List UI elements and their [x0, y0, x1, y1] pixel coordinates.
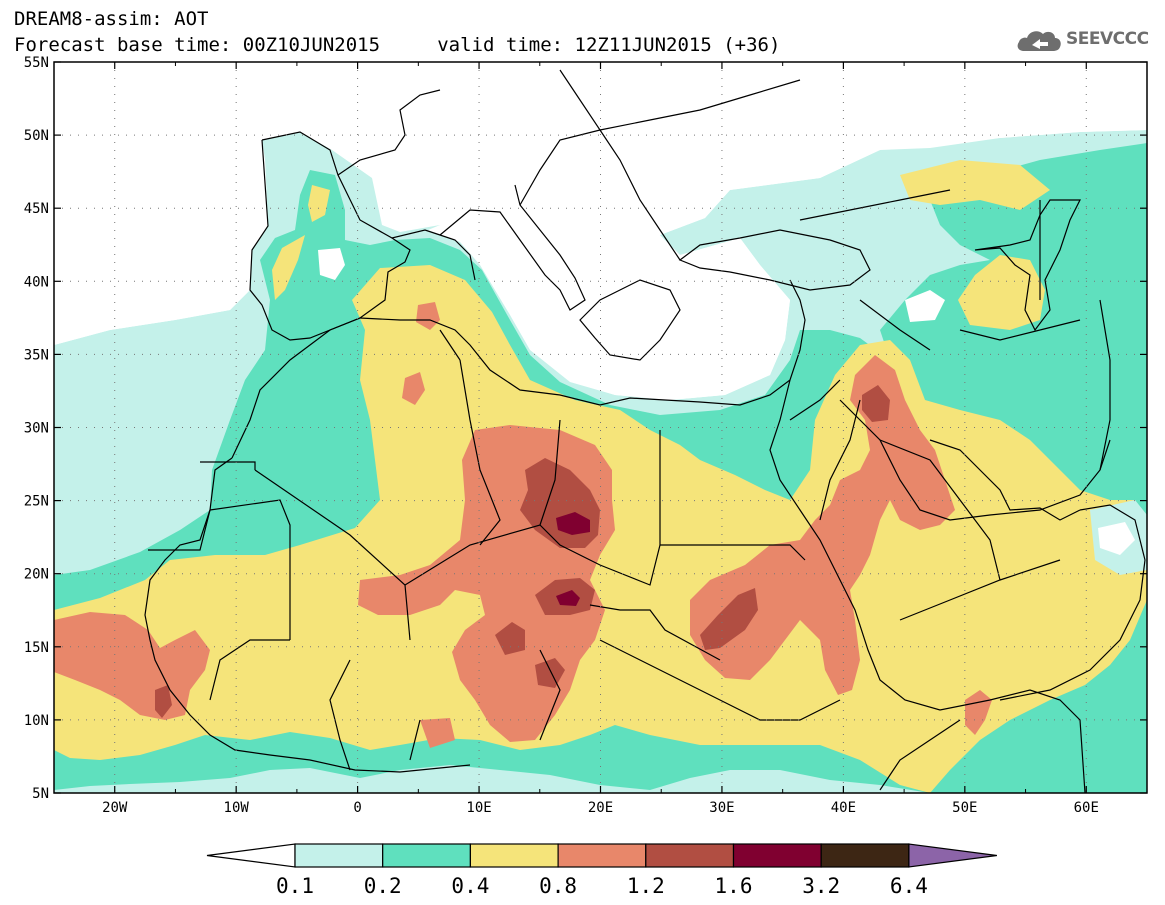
map-title: DREAM8-assim: AOT	[14, 8, 209, 30]
y-tick-label: 5N	[32, 786, 49, 802]
y-tick-label: 25N	[24, 494, 49, 510]
y-tick-label: 20N	[24, 567, 49, 583]
colorbar-level-label: 0.8	[539, 874, 577, 898]
y-tick-label: 40N	[24, 274, 49, 290]
forecast-time-subtitle: Forecast base time: 00Z10JUN2015 valid t…	[14, 34, 781, 56]
logo-text: SEEVCCC	[1066, 29, 1149, 49]
aot-colorbar: 0.1 0.2 0.4 0.8 1.2 1.6 3.2 6.4	[206, 843, 997, 898]
aot-shading	[54, 62, 1147, 793]
y-tick-label: 30N	[24, 421, 49, 437]
x-tick-label: 10W	[224, 800, 250, 816]
y-tick-label: 55N	[24, 55, 49, 71]
x-tick-label: 60E	[1074, 800, 1099, 816]
colorbar-bin	[645, 843, 735, 868]
longitude-axis: 20W 10W 0 10E 20E 30E 40E 50E 60E	[53, 62, 1148, 816]
y-tick-label: 15N	[24, 640, 49, 656]
x-tick-label: 20E	[588, 800, 613, 816]
y-tick-label: 50N	[24, 128, 49, 144]
cloud-logo-icon	[1017, 31, 1061, 51]
colorbar-bin	[732, 843, 822, 868]
y-tick-label: 10N	[24, 713, 49, 729]
coastlines-and-borders	[144, 69, 1146, 793]
y-tick-label: 35N	[24, 347, 49, 363]
colorbar-level-label: 0.2	[364, 874, 402, 898]
x-tick-label: 40E	[831, 800, 856, 816]
x-tick-label: 0	[353, 800, 361, 816]
colorbar-bin	[469, 843, 559, 868]
colorbar-level-label: 3.2	[802, 874, 840, 898]
colorbar-bin	[820, 843, 910, 868]
x-tick-label: 10E	[466, 800, 491, 816]
x-tick-label: 30E	[709, 800, 734, 816]
latitude-axis: 55N 50N 45N 40N 35N 30N 25N 20N 15N 10N 5N	[24, 55, 1147, 802]
colorbar-over-arrow	[908, 843, 997, 868]
x-tick-label: 50E	[952, 800, 977, 816]
colorbar-level-label: 6.4	[890, 874, 928, 898]
x-tick-label: 20W	[102, 800, 128, 816]
y-tick-label: 45N	[24, 201, 49, 217]
colorbar-bin	[294, 843, 384, 868]
colorbar-level-label: 1.6	[715, 874, 753, 898]
colorbar-bin	[382, 843, 472, 868]
colorbar-level-label: 1.2	[627, 874, 665, 898]
colorbar-bin	[557, 843, 647, 868]
colorbar-level-label: 0.1	[276, 874, 314, 898]
colorbar-under-arrow	[206, 843, 296, 868]
colorbar-level-label: 0.4	[451, 874, 489, 898]
seevccc-logo: SEEVCCC	[1016, 24, 1149, 54]
